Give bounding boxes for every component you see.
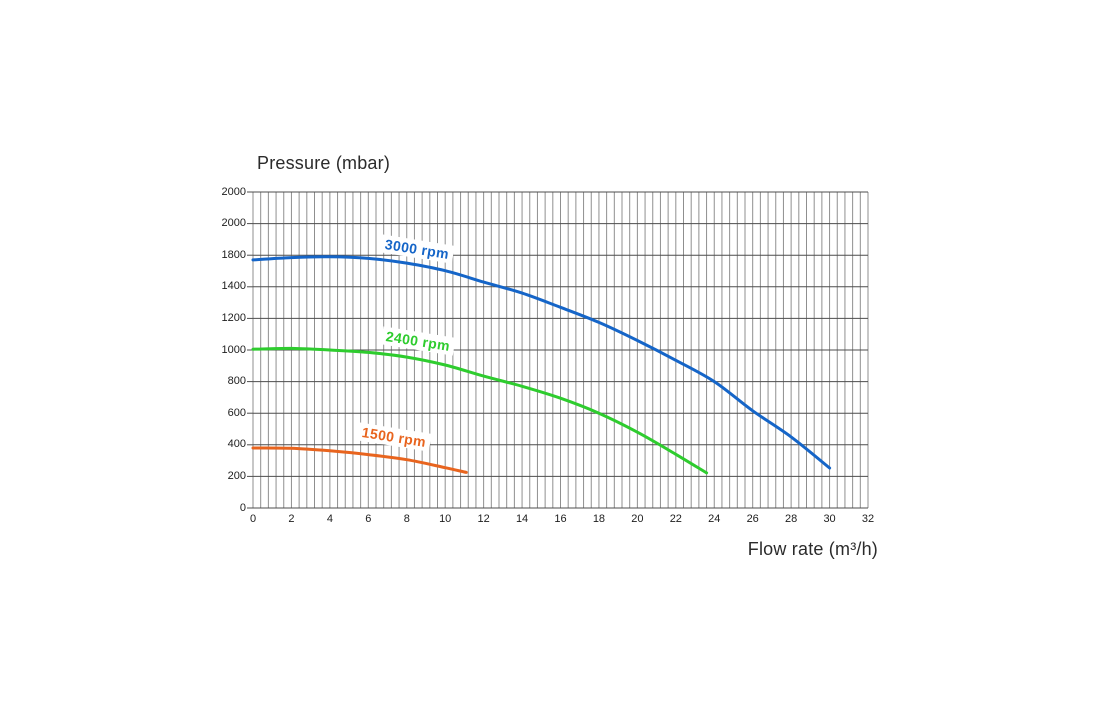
x-tick-label: 4 (326, 513, 333, 525)
y-tick-label: 2000 (221, 185, 246, 198)
y-tick-label: 600 (227, 406, 246, 419)
y-tick-label: 1800 (221, 248, 246, 261)
y-tick-label: 1000 (221, 343, 246, 356)
x-tick-label: 20 (631, 513, 644, 525)
x-tick-label: 8 (403, 513, 410, 525)
y-tick-label: 0 (239, 501, 246, 514)
y-tick-label: 800 (227, 375, 246, 388)
y-tick-label: 200 (227, 469, 246, 482)
curve-3000-rpm (251, 255, 832, 470)
x-tick-label: 24 (708, 513, 721, 525)
curve-1500-rpm (251, 446, 468, 474)
curve-2400-rpm (251, 346, 709, 475)
x-tick-label: 6 (365, 513, 372, 525)
x-tick-label: 10 (439, 513, 452, 525)
y-tick-label: 1200 (221, 311, 246, 324)
x-tick-label: 26 (746, 513, 759, 525)
y-tick-label: 2000 (221, 217, 246, 230)
x-tick-label: 28 (785, 513, 798, 525)
y-axis-title: Pressure (mbar) (257, 153, 391, 173)
y-tick-label: 1400 (221, 280, 246, 293)
x-tick-label: 32 (861, 513, 875, 525)
x-axis-title: Flow rate (m³/h) (747, 539, 878, 559)
y-tick-label: 400 (227, 438, 246, 451)
x-tick-label: 14 (515, 513, 529, 525)
x-tick-label: 16 (554, 513, 567, 525)
x-tick-label: 12 (477, 513, 490, 525)
x-tick-label: 22 (669, 513, 682, 525)
x-tick-label: 18 (592, 513, 606, 525)
x-tick-label: 2 (288, 513, 295, 525)
x-tick-label: 30 (823, 513, 836, 525)
x-tick-label: 0 (249, 513, 257, 525)
